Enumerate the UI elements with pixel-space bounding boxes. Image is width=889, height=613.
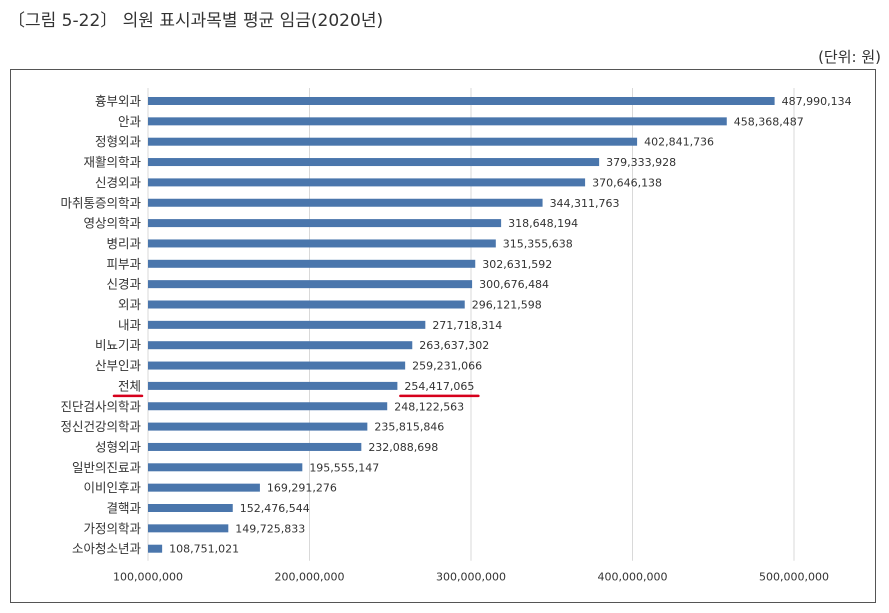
value-label: 370,646,138 [592, 176, 662, 189]
value-label: 296,121,598 [472, 299, 542, 312]
bar [148, 280, 473, 289]
category-label: 이비인후과 [83, 480, 141, 495]
category-label: 마취통증의학과 [60, 195, 141, 210]
category-label: 병리과 [106, 236, 141, 251]
bar [148, 544, 163, 553]
value-label: 259,231,066 [412, 360, 482, 373]
category-label: 전체 [118, 378, 141, 393]
value-label: 235,815,846 [374, 421, 444, 434]
value-label: 254,417,065 [404, 380, 474, 393]
value-labels: 487,990,134 458,368,487 402,841,736 379,333… [169, 95, 851, 556]
value-label: 315,355,638 [503, 237, 573, 250]
bar [148, 463, 303, 472]
category-label: 산부인과 [95, 358, 142, 373]
bar [148, 178, 586, 187]
bar [148, 422, 368, 431]
category-label: 외과 [118, 297, 142, 312]
value-label: 152,476,544 [240, 502, 310, 515]
category-label: 신경외과 [95, 175, 142, 190]
value-label: 487,990,134 [782, 95, 852, 108]
bar [148, 219, 502, 228]
bar [148, 442, 362, 451]
bar-chart: 흉부외과안과정형외과재활의학과신경외과마취통증의학과영상의학과병리과피부과신경과… [60, 88, 852, 584]
category-labels: 흉부외과안과정형외과재활의학과신경외과마취통증의학과영상의학과병리과피부과신경과… [60, 94, 141, 557]
value-label: 195,555,147 [309, 461, 379, 474]
gridlines [147, 88, 795, 561]
category-label: 내과 [118, 317, 142, 332]
bar [148, 524, 229, 533]
value-label: 108,751,021 [169, 543, 239, 556]
x-tick-label: 300,000,000 [436, 571, 506, 584]
x-tick-label: 400,000,000 [598, 571, 668, 584]
value-label: 344,311,763 [550, 197, 620, 210]
unit-label: (단위: 원) [818, 48, 881, 66]
bar [148, 504, 233, 512]
category-label: 안과 [118, 114, 142, 129]
value-label: 302,631,592 [482, 258, 552, 271]
bar [148, 158, 600, 167]
bar [148, 300, 465, 309]
value-label: 149,725,833 [235, 522, 305, 535]
category-label: 소아청소년과 [72, 541, 142, 556]
bar [148, 198, 543, 207]
value-label: 318,648,194 [508, 217, 578, 230]
bar [148, 97, 775, 105]
category-label: 신경과 [106, 277, 141, 292]
value-label: 271,718,314 [432, 319, 502, 332]
category-label: 정신건강의학과 [60, 419, 141, 434]
category-label: 일반의진료과 [72, 460, 142, 475]
bars [148, 97, 775, 553]
category-label: 진단검사의학과 [60, 399, 141, 414]
category-label: 정형외과 [95, 134, 142, 149]
value-label: 248,122,563 [394, 400, 464, 413]
value-label: 458,368,487 [734, 115, 804, 128]
value-label: 402,841,736 [644, 136, 714, 149]
category-label: 비뇨기과 [95, 338, 142, 353]
category-label: 영상의학과 [83, 216, 141, 231]
category-label: 피부과 [106, 256, 141, 271]
bar [148, 402, 388, 411]
value-label: 300,676,484 [479, 278, 549, 291]
x-tick-label: 100,000,000 [113, 571, 183, 584]
bar [148, 137, 638, 146]
bar [148, 361, 406, 370]
x-tick-label: 500,000,000 [759, 571, 829, 584]
category-label: 가정의학과 [83, 521, 141, 536]
x-axis-tick-labels: 100,000,000 200,000,000 300,000,000 400,000… [113, 571, 829, 584]
category-label: 흉부외과 [95, 94, 142, 109]
bar [148, 341, 413, 350]
bar [148, 259, 476, 268]
value-label: 263,637,302 [419, 339, 489, 352]
category-label: 재활의학과 [83, 155, 141, 170]
value-label: 379,333,928 [606, 156, 676, 169]
category-label: 성형외과 [95, 439, 142, 454]
bar [148, 381, 398, 390]
category-label: 결핵과 [106, 501, 141, 516]
bar [148, 239, 496, 248]
value-label: 232,088,698 [368, 441, 438, 454]
value-label: 169,291,276 [267, 482, 337, 495]
bar [148, 320, 426, 329]
bar [148, 483, 260, 492]
x-tick-label: 200,000,000 [275, 571, 345, 584]
bar [148, 117, 727, 126]
figure-title: 〔그림 5-22〕 의원 표시과목별 평균 임금(2020년) [8, 11, 384, 31]
